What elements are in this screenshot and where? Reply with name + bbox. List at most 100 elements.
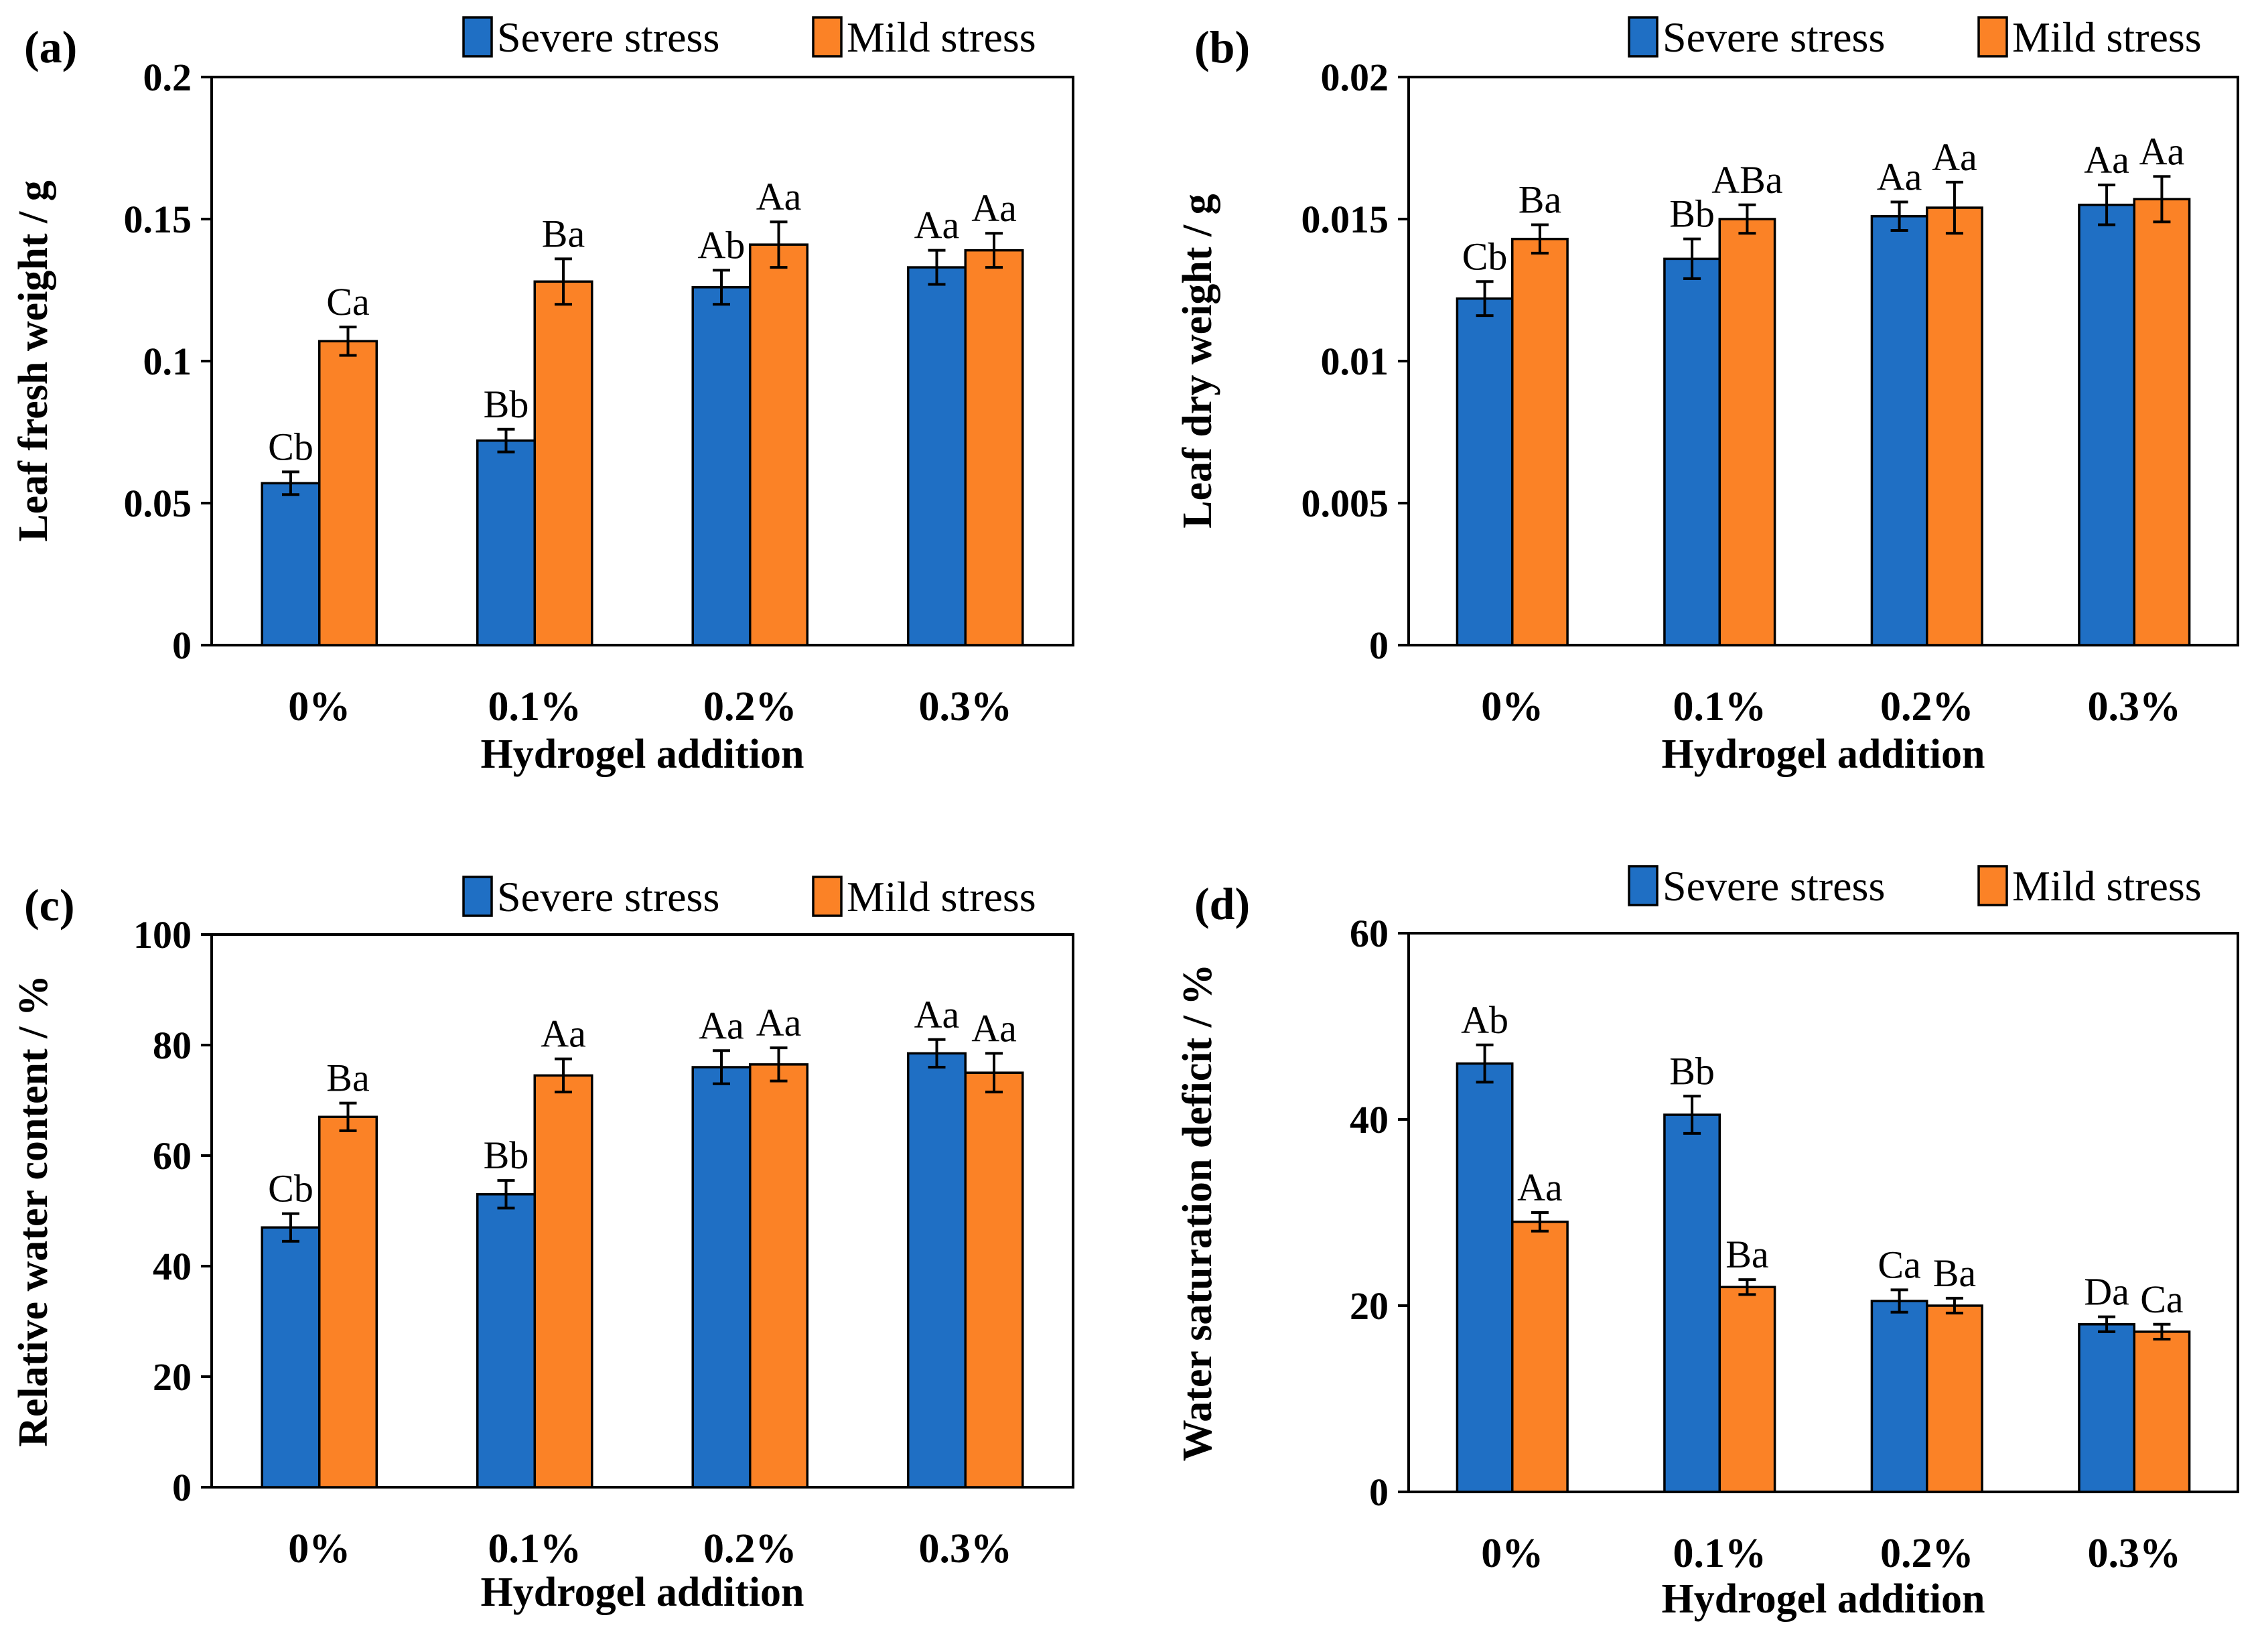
severe-legend-label: Severe stress bbox=[497, 13, 719, 61]
mild-bar bbox=[1718, 218, 1776, 646]
plot-frame bbox=[1407, 932, 2239, 1493]
significance-label: ABa bbox=[1711, 158, 1782, 202]
severe-bar bbox=[2078, 204, 2136, 646]
y-tick-label: 40 bbox=[153, 1245, 192, 1288]
y-tick-label: 0.2 bbox=[143, 56, 192, 99]
mild-bar bbox=[533, 1074, 593, 1489]
significance-label: Ab bbox=[698, 223, 746, 267]
y-tick-label: 0.01 bbox=[1321, 340, 1389, 383]
significance-label: Aa bbox=[914, 993, 960, 1036]
panel-label: (c) bbox=[24, 880, 74, 931]
significance-label: Aa bbox=[2139, 129, 2185, 173]
y-tick-label: 0.15 bbox=[124, 198, 192, 241]
y-tick-label: 60 bbox=[153, 1134, 192, 1178]
significance-label: Aa bbox=[1517, 1166, 1563, 1209]
x-tick-label: 0.3% bbox=[919, 1526, 1013, 1572]
severe-legend-label: Severe stress bbox=[497, 873, 719, 920]
y-axis-title: Relative water content / % bbox=[11, 975, 56, 1447]
mild-bar bbox=[1926, 1304, 1983, 1493]
y-tick-label: 0.05 bbox=[124, 482, 192, 525]
mild-legend-label: Mild stress bbox=[847, 873, 1036, 920]
severe-bar bbox=[906, 266, 967, 646]
mild-bar bbox=[749, 243, 809, 646]
severe-bar bbox=[261, 482, 321, 646]
y-tick-label: 0 bbox=[1369, 1470, 1389, 1514]
x-axis-title: Hydrogel addition bbox=[1662, 732, 1985, 777]
severe-legend-label: Severe stress bbox=[1663, 862, 1885, 910]
mild-bar bbox=[318, 1115, 378, 1489]
mild-bar bbox=[2133, 1330, 2191, 1493]
y-tick-label: 60 bbox=[1350, 912, 1389, 955]
y-tick-label: 80 bbox=[153, 1024, 192, 1067]
significance-label: Aa bbox=[971, 186, 1017, 230]
panel-label: (b) bbox=[1194, 21, 1250, 72]
significance-label: Ba bbox=[1933, 1251, 1976, 1295]
significance-label: Ba bbox=[542, 212, 585, 255]
mild-bar bbox=[1718, 1286, 1776, 1493]
y-tick-label: 0.1 bbox=[143, 340, 192, 383]
y-tick-label: 40 bbox=[1350, 1098, 1389, 1142]
mild-bar bbox=[2133, 198, 2191, 646]
mild-bar bbox=[1511, 237, 1569, 646]
mild-legend-label: Mild stress bbox=[2012, 13, 2202, 61]
severe-legend-swatch bbox=[1628, 16, 1659, 58]
mild-legend-label: Mild stress bbox=[2012, 862, 2202, 910]
mild-bar bbox=[318, 340, 378, 646]
x-axis-title: Hydrogel addition bbox=[1662, 1576, 1985, 1622]
significance-label: Cb bbox=[1462, 234, 1508, 278]
plot-frame bbox=[210, 933, 1074, 1489]
x-tick-label: 0.2% bbox=[703, 684, 797, 730]
x-tick-label: 0.3% bbox=[2088, 1531, 2182, 1576]
panel-label: (d) bbox=[1194, 878, 1250, 929]
significance-label: Ca bbox=[1878, 1243, 1920, 1286]
panel-label: (a) bbox=[24, 21, 77, 72]
x-tick-label: 0% bbox=[288, 684, 350, 730]
y-axis-title: Leaf fresh weight / g bbox=[11, 180, 56, 542]
significance-label: Da bbox=[2084, 1270, 2129, 1314]
severe-bar bbox=[1663, 1113, 1721, 1493]
y-axis-title: Leaf dry weight / g bbox=[1175, 194, 1220, 528]
significance-label: Aa bbox=[756, 175, 802, 218]
mild-legend-swatch bbox=[812, 876, 843, 917]
mild-legend-swatch bbox=[1977, 16, 2008, 58]
significance-label: Ba bbox=[326, 1056, 369, 1100]
y-axis-title: Water saturation deficit / % bbox=[1175, 964, 1220, 1462]
x-tick-label: 0.1% bbox=[1673, 1531, 1767, 1576]
significance-label: Aa bbox=[971, 1006, 1017, 1050]
significance-label: Ba bbox=[1725, 1233, 1768, 1276]
x-tick-label: 0% bbox=[1481, 1531, 1543, 1576]
mild-bar bbox=[964, 1071, 1024, 1489]
severe-bar bbox=[1663, 257, 1721, 646]
x-tick-label: 0% bbox=[1481, 684, 1543, 730]
x-tick-label: 0.1% bbox=[488, 684, 582, 730]
y-tick-label: 100 bbox=[133, 913, 192, 957]
significance-label: Aa bbox=[914, 204, 960, 247]
x-axis-title: Hydrogel addition bbox=[481, 1570, 804, 1615]
x-tick-label: 0.1% bbox=[1673, 684, 1767, 730]
significance-label: Bb bbox=[484, 383, 529, 426]
x-tick-label: 0.3% bbox=[2088, 684, 2182, 730]
severe-bar bbox=[1456, 297, 1514, 646]
significance-label: Ca bbox=[326, 280, 369, 324]
severe-bar bbox=[261, 1226, 321, 1489]
mild-bar bbox=[1511, 1221, 1569, 1493]
mild-bar bbox=[533, 280, 593, 646]
y-tick-label: 0.015 bbox=[1301, 198, 1389, 241]
significance-label: Aa bbox=[699, 1004, 744, 1047]
severe-bar bbox=[1870, 215, 1928, 646]
significance-label: Ab bbox=[1461, 998, 1508, 1042]
severe-legend-swatch bbox=[462, 876, 493, 917]
y-tick-label: 20 bbox=[1350, 1284, 1389, 1328]
significance-label: Aa bbox=[2084, 138, 2129, 182]
y-tick-label: 0 bbox=[172, 1466, 192, 1509]
severe-legend-swatch bbox=[1628, 865, 1659, 906]
severe-bar bbox=[906, 1052, 967, 1489]
severe-bar bbox=[691, 1066, 752, 1489]
significance-label: Aa bbox=[1877, 155, 1922, 199]
mild-legend-label: Mild stress bbox=[847, 13, 1036, 61]
significance-label: Aa bbox=[1932, 135, 1977, 179]
significance-label: Aa bbox=[756, 1001, 802, 1044]
